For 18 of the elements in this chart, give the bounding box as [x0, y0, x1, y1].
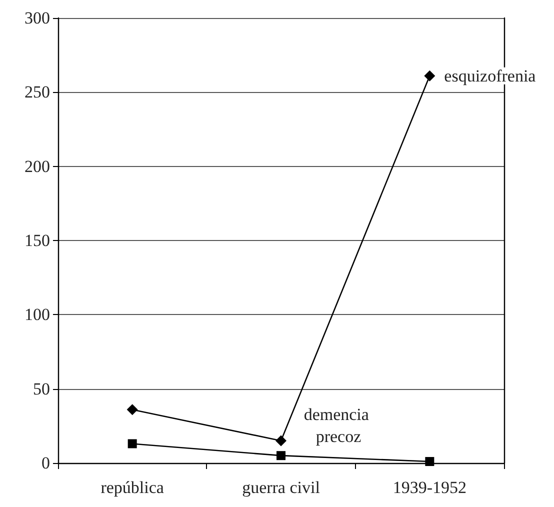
point	[425, 457, 434, 466]
y-tick-label: 150	[24, 231, 50, 250]
x-tick-label: república	[100, 478, 164, 497]
y-tick-label: 50	[33, 379, 50, 398]
x-tick-label: guerra civil	[242, 478, 320, 497]
series-label: demencia precoz	[304, 405, 374, 446]
point	[276, 451, 286, 460]
y-tick-label: 100	[24, 305, 50, 324]
x-tick-label: 1939-1952	[392, 478, 467, 497]
point	[424, 70, 436, 82]
y-tick-label: 250	[24, 82, 50, 102]
point	[128, 439, 137, 448]
y-tick-label: 0	[42, 454, 50, 472]
y-tick-label: 300	[24, 8, 50, 28]
point	[126, 404, 138, 416]
y-tick-label: 200	[24, 156, 50, 176]
series-label: esquizofrenia	[444, 66, 536, 86]
point	[276, 435, 286, 446]
